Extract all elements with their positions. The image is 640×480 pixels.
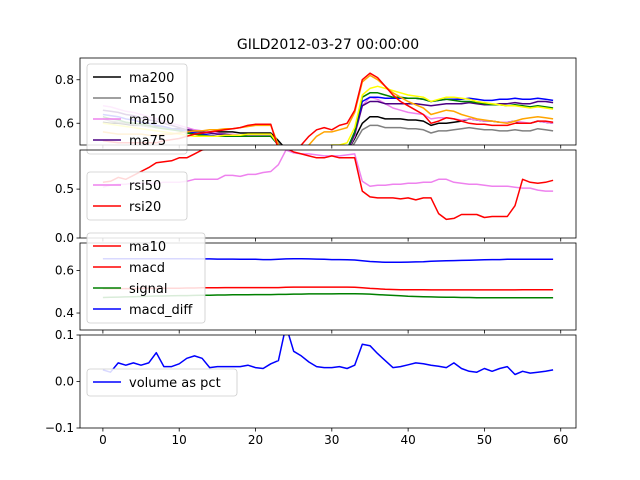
legend: rsi50 rsi20 bbox=[86, 171, 188, 221]
legend-label: ma150 bbox=[129, 92, 174, 107]
legend-label: signal bbox=[129, 282, 167, 297]
axes-frame bbox=[79, 242, 577, 331]
legend-label: rsi50 bbox=[129, 179, 161, 194]
legend: ma10 macd signal macd_diff bbox=[86, 232, 206, 324]
x-tick-label: 0 bbox=[99, 433, 107, 447]
panel-2: 0.0 0.5 rsi50 rsi20 bbox=[55, 149, 577, 245]
y-tick-label: 0.6 bbox=[55, 116, 74, 130]
legend-label: volume as pct bbox=[129, 376, 221, 391]
legend-label: macd bbox=[129, 261, 165, 276]
legend-label: rsi20 bbox=[129, 200, 161, 215]
y-tick-label: 0.4 bbox=[55, 306, 74, 320]
legend-label: ma75 bbox=[129, 134, 166, 149]
axes-frame bbox=[79, 149, 577, 239]
x-tick-label: 50 bbox=[477, 433, 492, 447]
legend-box bbox=[86, 63, 188, 155]
legend-label: ma10 bbox=[129, 240, 166, 255]
x-tick-label: 20 bbox=[248, 433, 263, 447]
y-tick-label: 0.6 bbox=[55, 264, 74, 278]
legend: volume as pct bbox=[86, 368, 238, 397]
legend-box bbox=[86, 368, 238, 397]
y-tick-label: 0.0 bbox=[55, 375, 74, 389]
legend: ma200 ma150 ma100 ma75 bbox=[86, 63, 188, 155]
legend-box bbox=[86, 171, 188, 221]
legend-label: ma100 bbox=[129, 113, 174, 128]
legend-label: macd_diff bbox=[129, 303, 193, 318]
chart-title: GILD2012-03-27 00:00:00 bbox=[237, 37, 419, 53]
panel-1: 0.6 0.8 ma200 ma150 ma100 ma75 bbox=[55, 57, 577, 155]
y-tick-label: −0.1 bbox=[45, 421, 74, 435]
x-tick-label: 10 bbox=[172, 433, 187, 447]
x-tick-label: 60 bbox=[553, 433, 568, 447]
panel-4: −0.1 0.0 0.1 0 10 20 30 40 50 60 volume as pct bbox=[45, 328, 577, 447]
x-tick-label: 30 bbox=[324, 433, 339, 447]
legend-box bbox=[86, 232, 206, 324]
y-tick-label: 0.8 bbox=[55, 73, 74, 87]
y-tick-label: 0.1 bbox=[55, 328, 74, 342]
legend-label: ma200 bbox=[129, 71, 174, 86]
series-line-rsi20 bbox=[102, 150, 554, 221]
series-line-volume-as-pct bbox=[102, 335, 554, 376]
x-tick-label: 40 bbox=[400, 433, 415, 447]
panel-3: 0.4 0.6 ma10 macd signal macd_diff bbox=[55, 232, 577, 334]
series-group bbox=[102, 335, 554, 376]
y-tick-label: 0.5 bbox=[55, 182, 74, 196]
axes-frame bbox=[79, 57, 577, 146]
y-tick-label: 0.0 bbox=[55, 231, 74, 245]
